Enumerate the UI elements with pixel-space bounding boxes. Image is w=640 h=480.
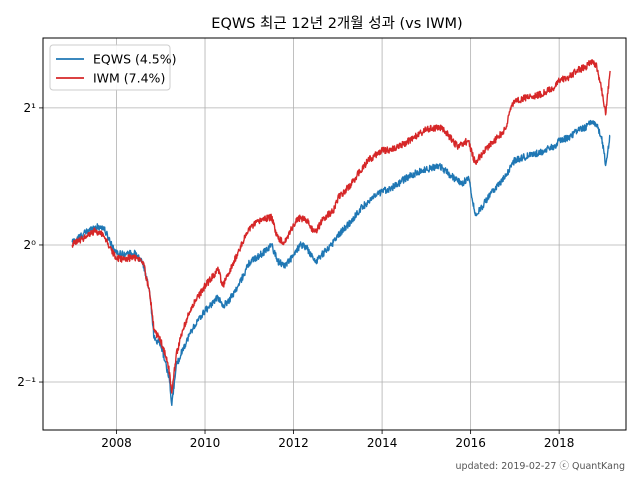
y-tick-label: 2⁰ bbox=[24, 238, 37, 252]
grid bbox=[43, 38, 626, 430]
x-tick-label: 2008 bbox=[101, 436, 132, 450]
x-tick-label: 2016 bbox=[455, 436, 486, 450]
x-tick-label: 2012 bbox=[278, 436, 309, 450]
legend: EQWS (4.5%) IWM (7.4%) bbox=[49, 44, 177, 91]
y-axis: 2⁻¹ 2⁰ 2¹ bbox=[17, 101, 43, 389]
legend-entry: IWM (7.4%) bbox=[93, 71, 165, 86]
y-tick-label: 2⁻¹ bbox=[17, 375, 36, 389]
plot-frame bbox=[42, 37, 627, 431]
series-layer bbox=[71, 59, 611, 406]
x-tick-label: 2010 bbox=[190, 436, 221, 450]
series-line bbox=[71, 119, 611, 406]
y-tick-label: 2¹ bbox=[24, 101, 37, 115]
x-tick-label: 2018 bbox=[544, 436, 575, 450]
x-axis: 2008 2010 2012 2014 2016 2018 bbox=[101, 430, 574, 450]
x-tick-label: 2014 bbox=[367, 436, 398, 450]
footer-note: updated: 2019-02-27 ⓒ QuantKang bbox=[456, 461, 625, 472]
legend-entry: EQWS (4.5%) bbox=[93, 52, 177, 67]
chart-title: EQWS 최근 12년 2개월 성과 (vs IWM) bbox=[211, 15, 462, 32]
series-line bbox=[71, 59, 611, 394]
